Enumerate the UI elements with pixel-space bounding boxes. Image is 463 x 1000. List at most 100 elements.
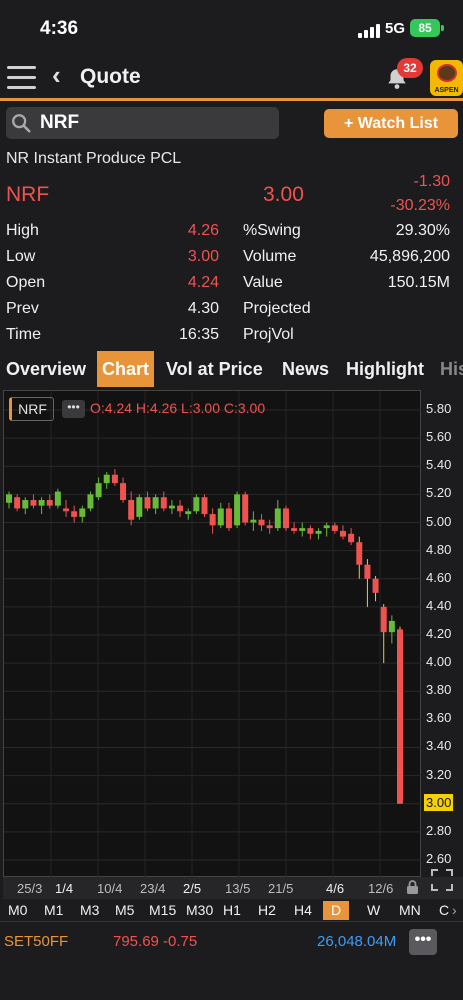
- search-input[interactable]: [40, 109, 270, 137]
- tab-vol-at-price[interactable]: Vol at Price: [166, 359, 263, 379]
- tab-overview[interactable]: Overview: [6, 359, 87, 379]
- candle[interactable]: [79, 505, 86, 523]
- period-d[interactable]: D: [323, 901, 350, 920]
- candle[interactable]: [258, 514, 265, 531]
- candle[interactable]: [46, 494, 53, 509]
- period-mn[interactable]: MN: [399, 902, 421, 918]
- candle[interactable]: [274, 500, 281, 531]
- candle[interactable]: [6, 491, 12, 509]
- candle[interactable]: [63, 500, 70, 517]
- candle[interactable]: [209, 508, 216, 534]
- period-w[interactable]: W: [367, 902, 381, 918]
- candle[interactable]: [242, 491, 249, 526]
- tab-news[interactable]: News: [282, 359, 330, 379]
- period-m1[interactable]: M1: [44, 902, 64, 918]
- watch-list-button[interactable]: + Watch List: [324, 109, 458, 138]
- period-scroll-chevron-icon[interactable]: ›: [452, 902, 457, 918]
- candle[interactable]: [307, 525, 314, 540]
- chart-symbol-tag[interactable]: NRF: [9, 397, 54, 421]
- candle-body: [209, 514, 216, 526]
- candle[interactable]: [71, 505, 78, 523]
- ticker-index-name[interactable]: SET50FF: [4, 933, 69, 950]
- candle[interactable]: [177, 500, 184, 517]
- fullscreen-icon[interactable]: [429, 867, 455, 893]
- tab-chart[interactable]: Chart: [97, 351, 155, 387]
- candle[interactable]: [331, 522, 338, 534]
- candle[interactable]: [144, 491, 151, 512]
- candle[interactable]: [388, 615, 395, 644]
- aspen-logo[interactable]: ASPEN: [430, 60, 463, 96]
- period-h1[interactable]: H1: [223, 902, 241, 918]
- y-tick-label: 3.80: [426, 682, 452, 698]
- candle[interactable]: [193, 494, 200, 515]
- candle[interactable]: [282, 505, 289, 531]
- candle-body: [291, 528, 298, 531]
- candle[interactable]: [54, 488, 61, 509]
- y-tick-label: 5.20: [426, 485, 452, 501]
- last-price: 3.00: [263, 183, 304, 206]
- y-tick-label: 4.80: [426, 541, 452, 557]
- candle[interactable]: [225, 502, 232, 531]
- candle[interactable]: [120, 477, 127, 503]
- period-h2[interactable]: H2: [258, 902, 276, 918]
- candle-body: [14, 497, 21, 509]
- candle[interactable]: [95, 477, 102, 501]
- candle[interactable]: [38, 497, 45, 515]
- candle[interactable]: [234, 491, 241, 529]
- candle[interactable]: [250, 511, 257, 531]
- period-m15[interactable]: M15: [149, 902, 177, 918]
- candle[interactable]: [22, 497, 29, 515]
- candle[interactable]: [380, 604, 387, 664]
- candle[interactable]: [103, 471, 110, 489]
- candle-body: [201, 497, 208, 515]
- candlestick-chart[interactable]: [3, 390, 422, 878]
- candle[interactable]: [291, 522, 298, 534]
- stat-label-swing: %Swing: [243, 222, 301, 239]
- candle[interactable]: [87, 491, 94, 512]
- period-m3[interactable]: M3: [80, 902, 100, 918]
- candle-body: [193, 497, 200, 512]
- candle[interactable]: [160, 491, 167, 512]
- period-m5[interactable]: M5: [115, 902, 135, 918]
- candle[interactable]: [339, 525, 346, 540]
- page-title[interactable]: Quote: [80, 65, 141, 88]
- chart-canvas[interactable]: [4, 391, 422, 878]
- ticker-more-button[interactable]: •••: [409, 929, 437, 955]
- candle[interactable]: [266, 519, 273, 534]
- tab-highlight[interactable]: Highlight: [346, 359, 424, 379]
- symbol-search[interactable]: [6, 107, 279, 139]
- stat-value-open: 4.24: [187, 274, 219, 291]
- candle[interactable]: [111, 469, 118, 486]
- period-custom[interactable]: C: [439, 902, 449, 918]
- stat-value-high: 4.26: [187, 222, 219, 239]
- candle[interactable]: [136, 494, 143, 520]
- lock-icon[interactable]: [406, 880, 419, 894]
- candle[interactable]: [128, 491, 135, 526]
- chart-options-button[interactable]: •••: [62, 400, 85, 418]
- period-m0[interactable]: M0: [8, 902, 28, 918]
- period-h4[interactable]: H4: [294, 902, 312, 918]
- candle[interactable]: [364, 559, 371, 607]
- candle[interactable]: [356, 536, 363, 579]
- y-tick-label: 4.60: [426, 569, 452, 585]
- candle[interactable]: [315, 528, 322, 540]
- candle[interactable]: [168, 500, 175, 515]
- menu-icon[interactable]: [7, 66, 36, 90]
- candle[interactable]: [185, 508, 192, 520]
- candle[interactable]: [201, 494, 208, 517]
- candle[interactable]: [348, 528, 355, 546]
- tab-history[interactable]: His: [440, 359, 463, 379]
- back-chevron-icon[interactable]: ‹: [52, 60, 61, 90]
- candle[interactable]: [299, 522, 306, 537]
- candle[interactable]: [397, 626, 403, 804]
- period-m30[interactable]: M30: [186, 902, 214, 918]
- candle[interactable]: [372, 575, 379, 602]
- candle-body: [185, 511, 192, 515]
- candle[interactable]: [323, 522, 330, 537]
- candle[interactable]: [217, 502, 224, 529]
- candle[interactable]: [152, 494, 159, 515]
- candle[interactable]: [30, 494, 37, 509]
- y-tick-label: 3.40: [426, 738, 452, 754]
- candle-body: [250, 519, 257, 523]
- candle[interactable]: [14, 494, 21, 512]
